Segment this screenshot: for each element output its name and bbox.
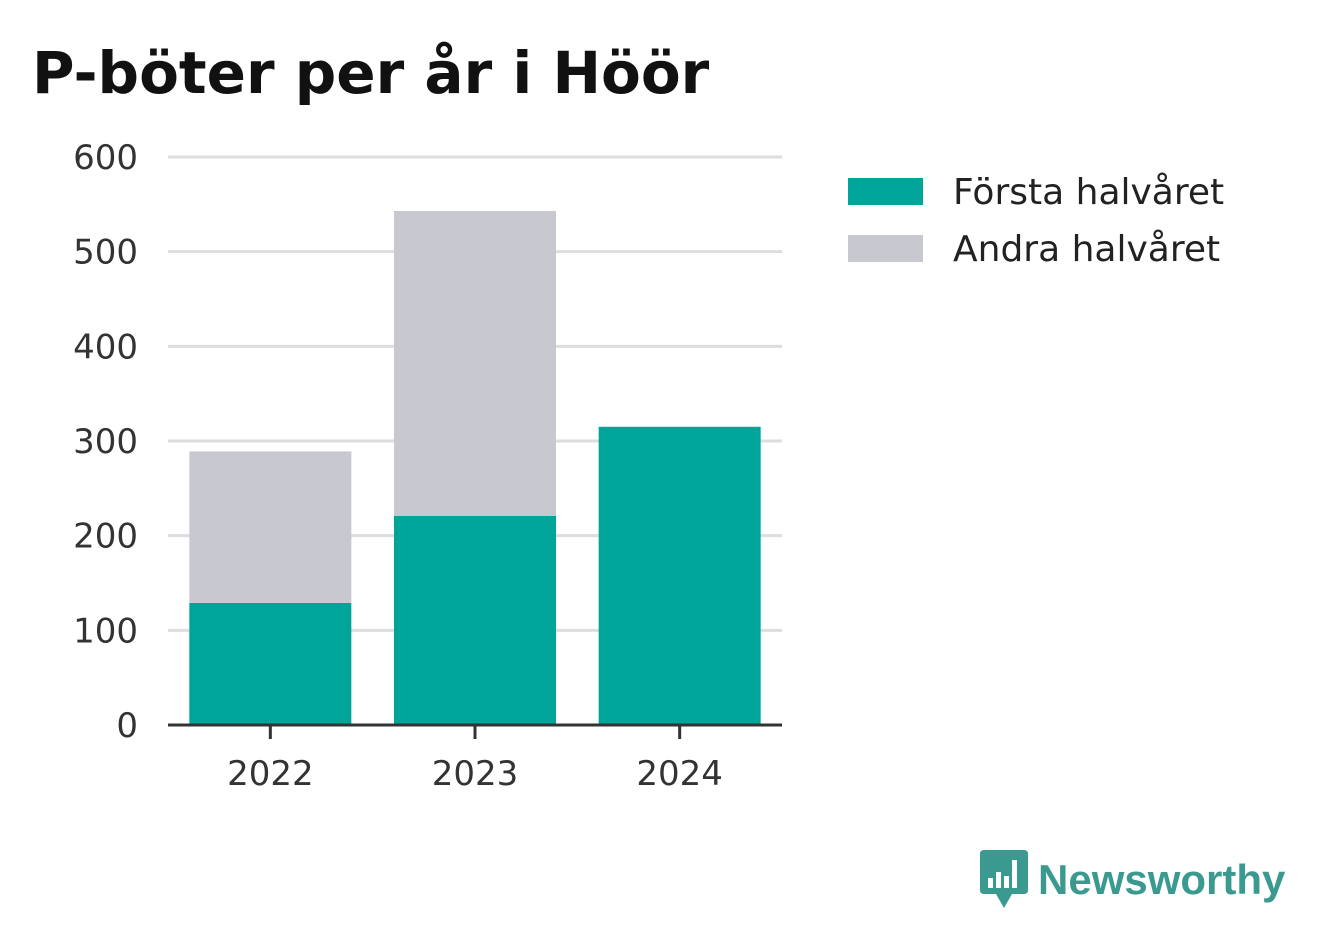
bar-2022-series-2 bbox=[189, 451, 352, 603]
legend-label: Första halvåret bbox=[953, 172, 1224, 213]
y-tick-label: 100 bbox=[73, 611, 138, 651]
y-tick-label: 500 bbox=[73, 233, 138, 273]
legend: Första halvåret Andra halvåret bbox=[848, 172, 1224, 270]
chart-title: P-böter per år i Höör bbox=[32, 39, 710, 107]
newsworthy-logo-icon bbox=[980, 850, 1028, 908]
y-tick-label: 600 bbox=[73, 138, 138, 178]
brand-name: Newsworthy bbox=[1038, 856, 1286, 903]
x-tick-label: 2024 bbox=[636, 754, 723, 794]
bar-2023-series-2 bbox=[394, 210, 556, 516]
bar-2023-series-1 bbox=[394, 515, 556, 725]
y-tick-label: 300 bbox=[73, 422, 138, 462]
x-axis: 2022 2023 2024 bbox=[168, 723, 782, 794]
legend-swatch bbox=[848, 235, 923, 262]
x-tick-label: 2022 bbox=[227, 754, 314, 794]
y-tick-label: 200 bbox=[73, 517, 138, 557]
y-axis: 0 100 200 300 400 500 600 bbox=[73, 138, 138, 746]
y-tick-label: 0 bbox=[116, 706, 138, 746]
brand-logo: Newsworthy bbox=[980, 848, 1285, 912]
bar-2024-series-1 bbox=[598, 426, 761, 725]
legend-label: Andra halvåret bbox=[953, 229, 1220, 270]
bars bbox=[189, 210, 761, 725]
y-tick-label: 400 bbox=[73, 327, 138, 367]
bar-2022-series-1 bbox=[189, 602, 352, 725]
x-tick-label: 2023 bbox=[432, 754, 519, 794]
legend-swatch bbox=[848, 178, 923, 205]
